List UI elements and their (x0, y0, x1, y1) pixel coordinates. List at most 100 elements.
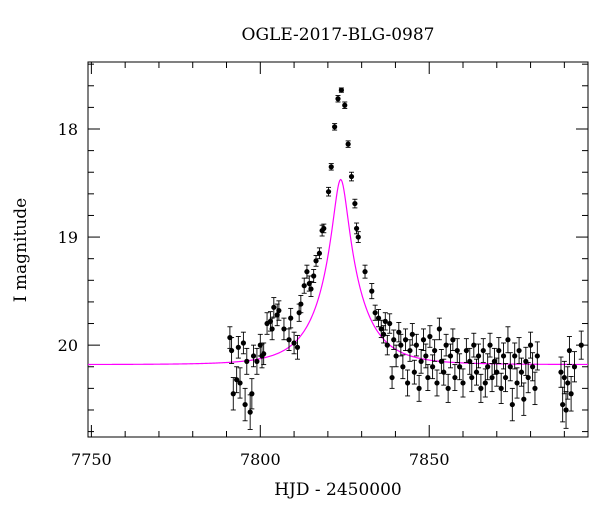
data-point (460, 380, 466, 386)
data-point (445, 385, 451, 391)
y-tick-label: 18 (58, 120, 78, 139)
data-point (393, 353, 399, 359)
data-point (471, 342, 477, 348)
data-point (308, 286, 314, 292)
x-tick-label: 7800 (240, 450, 281, 469)
data-point (441, 369, 447, 375)
x-tick-label: 7850 (409, 450, 450, 469)
data-point (516, 347, 522, 354)
data-point (469, 374, 475, 381)
y-axis-label: I magnitude (11, 198, 31, 302)
data-point (271, 304, 277, 310)
data-point (566, 347, 573, 354)
data-point (291, 340, 297, 346)
data-point (532, 385, 538, 391)
data-point (447, 353, 454, 359)
data-point (384, 342, 390, 348)
data-point (467, 358, 473, 364)
data-point (281, 326, 287, 332)
data-point (514, 380, 520, 386)
data-point (342, 102, 348, 108)
data-point (568, 391, 574, 397)
data-point (507, 364, 513, 370)
data-point (509, 401, 515, 408)
data-point (353, 225, 360, 232)
data-point (352, 200, 358, 207)
data-point (387, 320, 393, 327)
data-point (402, 337, 409, 343)
data-point (325, 189, 332, 195)
data-point (473, 369, 480, 375)
data-point (348, 173, 355, 180)
plot-area: 7750 7800 7850 18 19 20 (58, 61, 589, 469)
data-point (250, 353, 257, 359)
data-point (338, 87, 344, 93)
data-point (286, 337, 292, 343)
data-point (240, 340, 247, 346)
data-point (362, 269, 368, 275)
y-tick-label: 19 (58, 228, 78, 247)
data-point (491, 358, 498, 364)
data-point (560, 401, 566, 408)
data-point (450, 337, 456, 343)
data-point (228, 347, 235, 354)
data-point (534, 353, 540, 359)
data-point (489, 374, 495, 381)
data-point (561, 374, 567, 381)
data-point (498, 385, 504, 391)
data-point (234, 377, 240, 383)
data-point (457, 364, 463, 370)
data-point (565, 380, 571, 386)
data-point (391, 337, 397, 343)
data-point (261, 351, 267, 357)
data-point (494, 369, 500, 375)
data-point (496, 347, 502, 354)
data-point (427, 333, 433, 340)
data-point (411, 369, 417, 375)
data-point (313, 258, 319, 264)
data-point (244, 358, 250, 364)
data-point (423, 353, 429, 359)
data-point (332, 124, 338, 130)
data-point (235, 344, 241, 350)
data-point (563, 407, 569, 413)
data-point (381, 331, 387, 337)
data-point (288, 315, 294, 321)
data-point (521, 396, 527, 402)
data-point (301, 283, 307, 289)
data-point (355, 234, 361, 240)
data-point (523, 358, 529, 364)
data-point (438, 358, 444, 364)
data-point (487, 342, 493, 348)
data-point (432, 347, 438, 354)
data-point (335, 96, 341, 102)
data-point (372, 310, 378, 316)
data-point (452, 374, 458, 381)
data-point (304, 269, 310, 275)
data-point (294, 344, 301, 350)
data-point (369, 288, 375, 294)
data-point (502, 374, 509, 381)
data-point (475, 353, 482, 359)
plot-frame (87, 61, 589, 438)
data-point (443, 342, 449, 348)
data-point (478, 385, 484, 391)
data-point (276, 307, 282, 314)
data-point (382, 318, 388, 324)
data-point (512, 353, 518, 359)
data-point (529, 364, 536, 370)
data-point (434, 380, 440, 386)
data-point (316, 250, 323, 256)
data-point (480, 347, 486, 354)
data-point (389, 374, 395, 381)
data-point (500, 353, 507, 359)
x-tick-label: 7750 (71, 450, 112, 469)
data-point (230, 391, 236, 397)
data-point (420, 337, 427, 343)
data-point (527, 342, 534, 348)
data-point (328, 164, 334, 170)
data-point (429, 364, 436, 370)
data-point (321, 225, 327, 232)
data-point (398, 342, 404, 348)
